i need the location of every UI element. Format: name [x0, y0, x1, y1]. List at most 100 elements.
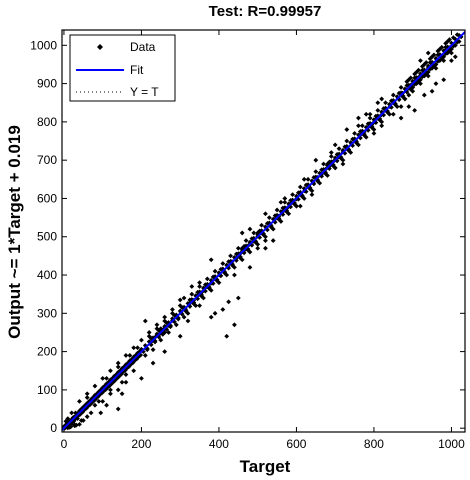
data-point	[456, 32, 462, 38]
data-point	[91, 398, 97, 404]
data-point	[264, 227, 270, 233]
data-point	[356, 115, 361, 121]
data-point	[334, 152, 340, 157]
data-point	[80, 418, 86, 423]
data-point	[394, 104, 400, 109]
data-point	[317, 170, 323, 176]
data-point	[418, 58, 423, 64]
data-point	[406, 104, 412, 109]
data-point	[452, 42, 458, 48]
data-point	[97, 392, 102, 398]
data-point	[142, 318, 148, 324]
data-point	[334, 158, 340, 164]
data-point	[208, 257, 214, 263]
data-point	[154, 322, 160, 328]
data-point	[116, 374, 122, 379]
data-point	[454, 32, 460, 37]
data-point	[235, 245, 241, 251]
x-tick-label: 200	[131, 437, 151, 451]
data-point	[338, 155, 344, 161]
data-point	[373, 120, 379, 126]
data-point	[406, 77, 412, 83]
data-point	[367, 111, 373, 117]
data-point	[173, 322, 179, 328]
fit-line	[61, 31, 466, 431]
data-point	[332, 155, 338, 161]
data-point	[232, 322, 237, 328]
data-point	[284, 209, 290, 215]
data-point	[261, 232, 266, 238]
data-point	[325, 173, 330, 178]
data-point	[323, 171, 328, 176]
y-tick-label: 400	[37, 268, 57, 282]
data-point	[445, 50, 450, 56]
data-point	[326, 166, 332, 171]
data-point	[452, 36, 458, 42]
data-point	[181, 295, 187, 301]
data-point	[398, 85, 404, 90]
data-point	[423, 71, 429, 77]
data-point	[449, 50, 454, 56]
data-point	[429, 65, 435, 71]
data-point	[150, 347, 156, 353]
data-point	[449, 58, 454, 64]
data-point	[392, 102, 398, 108]
data-point	[259, 222, 264, 228]
data-point	[435, 48, 441, 54]
data-point	[425, 73, 431, 79]
data-point	[419, 74, 425, 80]
data-point	[350, 136, 356, 142]
data-point	[398, 115, 404, 121]
data-point	[346, 148, 352, 153]
data-point	[80, 409, 85, 415]
data-point	[456, 39, 462, 44]
data-point	[297, 203, 303, 209]
data-point	[235, 295, 241, 301]
data-point	[418, 81, 423, 86]
data-point	[441, 77, 447, 83]
data-point	[81, 407, 87, 413]
data-point	[127, 358, 133, 364]
data-point	[270, 238, 276, 243]
data-point	[108, 368, 113, 374]
x-tick-label: 1000	[438, 437, 465, 451]
data-point	[278, 219, 284, 224]
data-point	[247, 226, 253, 232]
data-point	[197, 280, 202, 286]
y-tick-label: 100	[37, 383, 57, 397]
data-point	[369, 125, 375, 131]
y-tick-label: 300	[37, 306, 57, 320]
data-point	[268, 224, 274, 230]
data-point	[77, 398, 82, 404]
data-point	[332, 165, 338, 171]
data-point	[103, 387, 109, 392]
data-point	[135, 345, 140, 351]
data-point	[106, 379, 111, 385]
data-point	[214, 278, 220, 284]
data-point	[144, 347, 150, 353]
data-point	[255, 230, 261, 236]
data-point	[408, 75, 414, 81]
data-point	[412, 71, 418, 77]
data-point	[127, 353, 133, 358]
data-point	[164, 326, 170, 332]
data-point	[418, 77, 423, 83]
data-point	[305, 176, 311, 182]
y-axis-label: Output ~= 1*Target + 0.019	[5, 125, 24, 339]
data-point	[241, 250, 247, 256]
data-point	[245, 247, 251, 253]
data-point	[187, 297, 193, 303]
data-point	[433, 81, 439, 86]
data-point	[357, 135, 363, 141]
x-axis-label: Target	[240, 457, 291, 476]
data-point	[301, 196, 307, 201]
data-point	[189, 284, 195, 289]
data-point	[168, 324, 173, 330]
data-point	[387, 111, 392, 117]
data-point	[191, 301, 197, 307]
data-point	[199, 293, 204, 299]
data-point	[356, 123, 361, 129]
x-tick-label: 400	[209, 437, 229, 451]
data-point	[72, 423, 78, 429]
data-point	[218, 266, 224, 272]
